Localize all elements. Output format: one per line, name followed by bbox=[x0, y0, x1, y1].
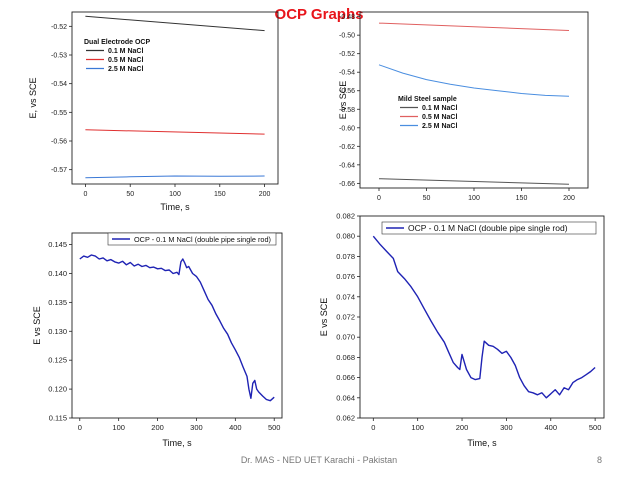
y-tick-label: 0.072 bbox=[336, 313, 355, 322]
legend-label: 2.5 M NaCl bbox=[422, 123, 457, 130]
legend-title: Mild Steel sample bbox=[398, 96, 457, 103]
plot-frame bbox=[359, 215, 605, 419]
plot-frame bbox=[359, 11, 589, 189]
series-line-3 bbox=[378, 64, 570, 97]
y-tick-label: -0.50 bbox=[339, 33, 355, 40]
y-tick-label: -0.66 bbox=[339, 181, 355, 188]
x-tick-label: 400 bbox=[545, 423, 558, 432]
legend: Dual Electrode OCP 0.1 M NaCl 0.5 M NaCl 2.… bbox=[84, 39, 150, 73]
y-tick-label: 0.140 bbox=[48, 269, 67, 278]
y-tick-label: 0.082 bbox=[336, 212, 355, 221]
legend-title: Dual Electrode OCP bbox=[84, 39, 150, 46]
x-tick-label: 200 bbox=[456, 423, 469, 432]
x-tick-label: 0 bbox=[83, 191, 87, 198]
chart-panel-4: 0 100 200 300 400 500 0.082 0.080 0.078 0.076 0.07… bbox=[319, 212, 605, 448]
x-tick-label: 100 bbox=[468, 195, 480, 202]
y-tick-label: 0.062 bbox=[336, 414, 355, 423]
legend-label: 0.5 M NaCl bbox=[108, 57, 143, 64]
legend-label: OCP - 0.1 M NaCl (double pipe single rod… bbox=[134, 235, 271, 244]
series-line-2 bbox=[378, 22, 570, 31]
x-tick-label: 0 bbox=[371, 423, 375, 432]
y-axis-label: E vs SCE bbox=[319, 298, 329, 337]
y-tick-label: 0.070 bbox=[336, 333, 355, 342]
x-tick-label: 200 bbox=[151, 423, 164, 432]
x-tick-label: 50 bbox=[423, 195, 431, 202]
slide-title: OCP Graphs bbox=[274, 6, 364, 23]
y-tick-label: -0.64 bbox=[339, 162, 355, 169]
legend-label: OCP - 0.1 M NaCl (double pipe single rod… bbox=[408, 223, 568, 233]
y-axis-label: E vs SCE bbox=[338, 81, 348, 120]
x-tick-label: 100 bbox=[169, 191, 181, 198]
legend-box bbox=[381, 221, 597, 235]
y-tick-label: 0.145 bbox=[48, 240, 67, 249]
legend-label: 0.1 M NaCl bbox=[108, 48, 143, 55]
x-tick-label: 100 bbox=[112, 423, 125, 432]
y-tick-label: -0.52 bbox=[51, 24, 67, 31]
y-tick-label: -0.60 bbox=[339, 125, 355, 132]
y-tick-label: -0.48 bbox=[339, 14, 355, 21]
x-tick-label: 100 bbox=[411, 423, 424, 432]
y-tick-label: 0.078 bbox=[336, 252, 355, 261]
legend: OCP - 0.1 M NaCl (double pipe single rod… bbox=[381, 221, 597, 235]
y-tick-label: -0.57 bbox=[51, 167, 67, 174]
y-tick-label: 0.076 bbox=[336, 272, 355, 281]
y-tick-label: -0.56 bbox=[51, 139, 67, 146]
x-tick-label: 200 bbox=[259, 191, 271, 198]
series-line-1 bbox=[378, 178, 570, 185]
chart-panel-1: 0 50 100 150 200 -0.52 -0.53 -0.54 -0.55 -0.56 -0.… bbox=[28, 11, 279, 212]
y-tick-label: 0.115 bbox=[49, 414, 67, 423]
y-tick-label: -0.52 bbox=[339, 51, 355, 58]
y-tick-label: -0.56 bbox=[339, 88, 355, 95]
plot-frame bbox=[71, 11, 279, 185]
y-tick-label: 0.074 bbox=[336, 292, 355, 301]
series-line-1 bbox=[372, 235, 596, 399]
legend-label: 0.1 M NaCl bbox=[422, 105, 457, 112]
x-tick-label: 150 bbox=[214, 191, 226, 198]
legend-label: 2.5 M NaCl bbox=[108, 66, 143, 73]
legend-label: 0.5 M NaCl bbox=[422, 114, 457, 121]
y-tick-label: -0.55 bbox=[51, 110, 67, 117]
y-tick-label: -0.62 bbox=[339, 144, 355, 151]
y-axis-label: E vs SCE bbox=[32, 306, 42, 345]
y-tick-label: 0.064 bbox=[336, 393, 355, 402]
legend: Mild Steel sample 0.1 M NaCl 0.5 M NaCl 2.5… bbox=[398, 96, 457, 130]
x-tick-label: 300 bbox=[500, 423, 513, 432]
y-tick-label: 0.066 bbox=[336, 373, 355, 382]
legend: OCP - 0.1 M NaCl (double pipe single rod… bbox=[107, 232, 277, 246]
legend-box bbox=[107, 232, 277, 246]
x-tick-label: 0 bbox=[78, 423, 82, 432]
x-tick-label: 0 bbox=[377, 195, 381, 202]
y-tick-label: -0.54 bbox=[51, 81, 67, 88]
x-axis-label: Time, s bbox=[162, 438, 192, 448]
page-number: 8 bbox=[596, 455, 602, 465]
plot-frame bbox=[71, 232, 283, 419]
y-tick-label: -0.58 bbox=[339, 107, 355, 114]
series-line-1 bbox=[79, 254, 275, 402]
y-tick-label: 0.125 bbox=[48, 356, 67, 365]
series-line-2 bbox=[85, 129, 265, 135]
x-tick-label: 500 bbox=[268, 423, 281, 432]
y-tick-label: -0.54 bbox=[339, 70, 355, 77]
chart-panel-3: 0 100 200 300 400 500 0.145 0.140 0.135 0.130 0.12… bbox=[32, 232, 283, 448]
y-tick-label: 0.135 bbox=[48, 298, 67, 307]
x-axis-label: Time, s bbox=[160, 202, 190, 212]
slide-footer: Dr. MAS - NED UET Karachi - Pakistan bbox=[240, 455, 398, 465]
series-line-1 bbox=[85, 15, 265, 32]
y-tick-label: 0.130 bbox=[48, 327, 67, 336]
y-axis-label: E, vs SCE bbox=[28, 77, 38, 118]
x-tick-label: 400 bbox=[229, 423, 242, 432]
y-tick-label: 0.120 bbox=[48, 385, 67, 394]
y-tick-label: 0.080 bbox=[336, 232, 355, 241]
x-tick-label: 300 bbox=[190, 423, 203, 432]
x-tick-label: 150 bbox=[516, 195, 528, 202]
y-tick-label: 0.068 bbox=[336, 353, 355, 362]
x-tick-label: 200 bbox=[563, 195, 575, 202]
x-tick-label: 50 bbox=[126, 191, 134, 198]
y-tick-label: -0.53 bbox=[51, 53, 67, 60]
series-line-3 bbox=[85, 175, 265, 179]
chart-panel-2: 0 50 100 150 200 -0.48 -0.50 -0.52 -0.54 -0.56 -0.… bbox=[338, 11, 589, 202]
x-axis-label: Time, s bbox=[467, 438, 497, 448]
x-tick-label: 500 bbox=[589, 423, 602, 432]
